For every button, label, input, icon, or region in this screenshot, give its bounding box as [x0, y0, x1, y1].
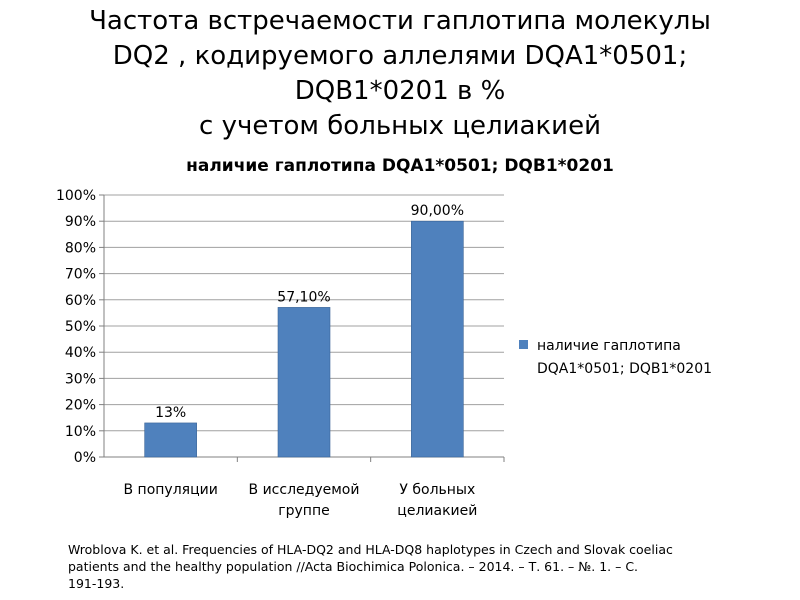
x-tick-label: группе: [278, 503, 329, 519]
y-tick-label: 60%: [65, 293, 96, 309]
legend-swatch: [519, 340, 528, 349]
legend-label: DQA1*0501; DQB1*0201: [537, 361, 712, 377]
y-tick-label: 40%: [65, 345, 96, 361]
y-tick-label: 50%: [65, 319, 96, 335]
title-line: DQ2 , кодируемого аллелями DQA1*0501;: [112, 41, 688, 71]
x-tick-label: В популяции: [124, 482, 218, 498]
citation-line: 191-193.: [68, 576, 125, 591]
y-tick-label: 20%: [65, 398, 96, 414]
chart-title: наличие гаплотипа DQA1*0501; DQB1*0201: [186, 156, 614, 176]
x-tick-label: У больных: [399, 482, 475, 498]
y-tick-label: 10%: [65, 424, 96, 440]
y-tick-label: 0%: [74, 450, 96, 466]
title-line: DQB1*0201 в %: [294, 76, 506, 106]
legend-label: наличие гаплотипа: [537, 338, 681, 354]
bar: [411, 220, 464, 458]
citation: Wroblova K. et al. Frequencies of HLA-DQ…: [68, 541, 678, 592]
x-tick-label: В исследуемой: [249, 482, 360, 498]
y-tick-label: 70%: [65, 267, 96, 283]
bar: [277, 307, 331, 458]
y-tick-label: 80%: [65, 240, 96, 256]
slide-title: Частота встречаемости гаплотипа молекулы…: [40, 4, 760, 144]
x-tick-label: целиакией: [397, 503, 477, 519]
y-tick-label: 90%: [65, 214, 96, 230]
title-line: с учетом больных целиакией: [199, 111, 601, 141]
y-tick-label: 30%: [65, 371, 96, 387]
bar: [144, 422, 197, 458]
citation-line: patients and the healthy population //Ac…: [68, 559, 639, 574]
y-tick-label: 100%: [56, 188, 96, 204]
data-label: 13%: [155, 405, 186, 421]
title-line: Частота встречаемости гаплотипа молекулы: [89, 6, 711, 36]
data-label: 57,10%: [277, 289, 330, 305]
data-label: 90,00%: [411, 203, 464, 219]
citation-line: Wroblova K. et al. Frequencies of HLA-DQ…: [68, 542, 673, 557]
